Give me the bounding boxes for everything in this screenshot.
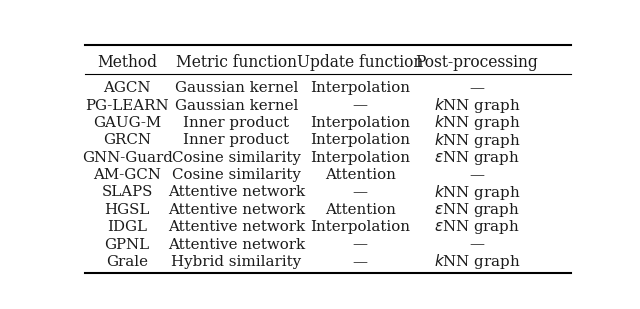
Text: Method: Method: [97, 53, 157, 70]
Text: Inner product: Inner product: [183, 116, 289, 130]
Text: Interpolation: Interpolation: [310, 81, 410, 95]
Text: Interpolation: Interpolation: [310, 116, 410, 130]
Text: —: —: [353, 185, 368, 199]
Text: Cosine similarity: Cosine similarity: [172, 151, 301, 165]
Text: —: —: [469, 168, 484, 182]
Text: IDGL: IDGL: [107, 220, 147, 234]
Text: —: —: [353, 238, 368, 252]
Text: Attention: Attention: [325, 168, 396, 182]
Text: Hybrid similarity: Hybrid similarity: [171, 255, 301, 269]
Text: Gaussian kernel: Gaussian kernel: [175, 99, 298, 112]
Text: AM-GCN: AM-GCN: [93, 168, 161, 182]
Text: Cosine similarity: Cosine similarity: [172, 168, 301, 182]
Text: GAUG-M: GAUG-M: [93, 116, 161, 130]
Text: Update function: Update function: [297, 53, 424, 70]
Text: HGSL: HGSL: [104, 203, 150, 217]
Text: —: —: [469, 238, 484, 252]
Text: —: —: [353, 99, 368, 112]
Text: Grale: Grale: [106, 255, 148, 269]
Text: $k$NN graph: $k$NN graph: [434, 131, 520, 150]
Text: Attentive network: Attentive network: [168, 220, 305, 234]
Text: Attention: Attention: [325, 203, 396, 217]
Text: $\epsilon$NN graph: $\epsilon$NN graph: [434, 149, 520, 167]
Text: —: —: [469, 81, 484, 95]
Text: $\epsilon$NN graph: $\epsilon$NN graph: [434, 201, 520, 219]
Text: $\epsilon$NN graph: $\epsilon$NN graph: [434, 218, 520, 236]
Text: Interpolation: Interpolation: [310, 220, 410, 234]
Text: GPNL: GPNL: [104, 238, 150, 252]
Text: $k$NN graph: $k$NN graph: [434, 113, 520, 133]
Text: Attentive network: Attentive network: [168, 203, 305, 217]
Text: Inner product: Inner product: [183, 133, 289, 147]
Text: Gaussian kernel: Gaussian kernel: [175, 81, 298, 95]
Text: —: —: [353, 255, 368, 269]
Text: GNN-Guard: GNN-Guard: [82, 151, 173, 165]
Text: SLAPS: SLAPS: [101, 185, 153, 199]
Text: Interpolation: Interpolation: [310, 133, 410, 147]
Text: AGCN: AGCN: [104, 81, 151, 95]
Text: GRCN: GRCN: [103, 133, 151, 147]
Text: Metric function: Metric function: [176, 53, 297, 70]
Text: $k$NN graph: $k$NN graph: [434, 252, 520, 271]
Text: $k$NN graph: $k$NN graph: [434, 96, 520, 115]
Text: Interpolation: Interpolation: [310, 151, 410, 165]
Text: $k$NN graph: $k$NN graph: [434, 183, 520, 202]
Text: Attentive network: Attentive network: [168, 185, 305, 199]
Text: Post-processing: Post-processing: [415, 53, 538, 70]
Text: PG-LEARN: PG-LEARN: [85, 99, 169, 112]
Text: Attentive network: Attentive network: [168, 238, 305, 252]
